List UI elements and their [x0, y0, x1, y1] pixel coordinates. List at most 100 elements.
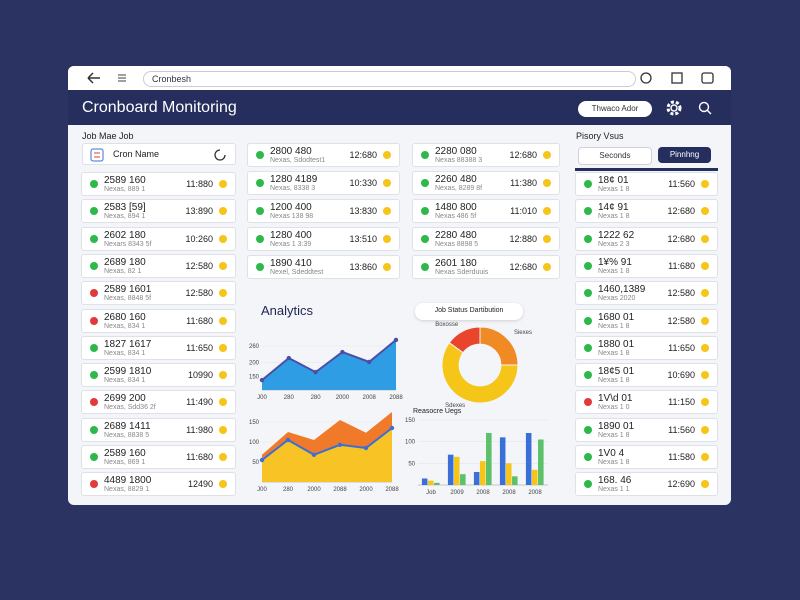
job-id: 1V\d 01 — [598, 393, 633, 405]
job-row[interactable]: 18¢ 01 Nexas 1 8 11:560 — [575, 172, 718, 196]
job-host: Nexas 2020 — [598, 295, 636, 303]
job-time: 13:860 — [349, 262, 377, 272]
pie-slice — [479, 326, 519, 366]
status-dot — [90, 234, 98, 243]
job-row[interactable]: 1200 400 Nexas 138 98 13:830 — [247, 199, 400, 223]
schedule-dot — [701, 425, 709, 434]
back-icon[interactable] — [87, 72, 100, 84]
job-row[interactable]: 1890 01 Nexas 1 8 11:560 — [575, 417, 718, 442]
point — [337, 442, 343, 447]
menu-icon[interactable] — [118, 74, 126, 82]
settings-icon[interactable] — [666, 100, 682, 116]
job-row[interactable]: 1880 01 Nexas 1 8 11:650 — [575, 335, 718, 360]
job-row[interactable]: 2680 160 Nexas, 834 1 11:680 — [81, 308, 236, 333]
job-row[interactable]: 2689 180 Nexas, 82 1 12:580 — [81, 253, 236, 278]
x-tick-label: 2000 — [307, 487, 321, 493]
job-row[interactable]: 2589 1601 Nexas, 8848 5f 12:580 — [81, 281, 236, 306]
clock-icon[interactable] — [640, 72, 652, 84]
y-tick-label: 100 — [405, 440, 416, 446]
job-host: Nexas 8898 5 — [435, 241, 479, 248]
point — [313, 369, 318, 375]
job-row[interactable]: 1280 4189 Nexas, 8338 3 10:330 — [247, 171, 400, 195]
job-row[interactable]: 2800 480 Nexas, Sdodtest1 12:680 — [247, 143, 400, 167]
job-row[interactable]: 4489 1800 Nexas, 8829 1 12490 — [81, 472, 236, 497]
job-row[interactable]: 1222 62 Nexas 2 3 12:680 — [575, 226, 718, 251]
job-row[interactable]: 1460,1389 Nexas 2020 12:580 — [575, 281, 718, 306]
schedule-dot — [701, 371, 709, 380]
x-tick-label: 2009 — [450, 490, 464, 496]
job-row[interactable]: 1¥% 91 Nexas 1 8 11:680 — [575, 253, 718, 278]
schedule-dot — [219, 371, 227, 380]
job-row[interactable]: 2280 480 Nexas 8898 5 12:880 — [412, 227, 560, 251]
job-row[interactable]: 1V\d 01 Nexas 1 0 11:150 — [575, 390, 718, 415]
bar — [453, 456, 460, 485]
donut-title-box: Job Status Dartibution — [415, 303, 523, 320]
tab-active[interactable]: Pinnhng — [658, 147, 711, 163]
job-row[interactable]: 1V0 4 Nexas 1 8 11:580 — [575, 445, 718, 469]
job-row[interactable]: 2589 160 Nexas, 869 1 11:680 — [81, 445, 236, 469]
job-row[interactable]: 2280 080 Nexas 88388 3 12:680 — [412, 143, 560, 167]
status-dot — [90, 453, 98, 461]
job-host: Nexas 1 8 — [598, 186, 630, 193]
job-host: Nexas 88388 3 — [435, 157, 483, 164]
job-row[interactable]: 1480 800 Nexas 486 5f 11:010 — [412, 199, 560, 223]
job-id: 1¥% 91 — [598, 256, 632, 268]
job-row[interactable]: 2583 [59] Nexas, 894 1 13:890 — [81, 199, 236, 224]
job-row[interactable]: 1827 1617 Nexas, 834 1 11:650 — [81, 335, 236, 360]
job-row[interactable]: 2602 180 Nexars 8343 5f 10:260 — [81, 226, 236, 251]
job-host: Nexas, 869 1 — [104, 459, 146, 466]
x-tick-label: 2088 — [389, 395, 403, 401]
schedule-dot — [383, 263, 391, 271]
point — [367, 359, 372, 365]
status-dot — [90, 398, 98, 407]
x-tick-label: 2000 — [359, 487, 373, 493]
schedule-dot — [701, 234, 709, 243]
job-row[interactable]: 168. 46 Nexas 1 1 12:690 — [575, 472, 718, 497]
job-id: 1222 62 — [598, 229, 635, 241]
job-row[interactable]: 14¢ 91 Nexas 1 8 12:680 — [575, 199, 718, 224]
status-dot — [90, 425, 98, 434]
schedule-dot — [383, 235, 391, 243]
job-id: 1880 01 — [598, 338, 635, 350]
job-host: Nexas, 8848 5f — [104, 295, 152, 303]
tab[interactable]: Seconds — [578, 147, 652, 165]
status-dot — [90, 289, 98, 298]
job-row[interactable]: 2699 200 Nexas, Sdd36 2f 11:490 — [81, 390, 236, 415]
y-tick-label: 50 — [408, 461, 415, 467]
bar — [434, 482, 440, 485]
job-host: Nexas Sderduuis — [435, 269, 489, 276]
job-time: 12:580 — [667, 315, 695, 326]
job-time: 11:880 — [186, 179, 213, 189]
job-host: Nexas, 8338 3 — [270, 185, 316, 192]
address-field[interactable]: Cronbesh — [143, 71, 636, 87]
job-row[interactable]: 2260 480 Nexas, 8289 8f 11:380 — [412, 171, 560, 195]
job-row[interactable]: 1890 410 Nexel, Sdeddtest 13:860 — [247, 255, 400, 279]
job-id: 1460,1389 — [598, 284, 646, 296]
tabs-icon[interactable] — [701, 72, 714, 84]
job-row[interactable]: 1680 01 Nexas 1 8 12:580 — [575, 308, 718, 333]
job-row[interactable]: 18¢5 01 Nexas 1 8 10:690 — [575, 363, 718, 388]
job-row[interactable]: 2601 180 Nexas Sderduuis 12:680 — [412, 255, 560, 279]
bar — [525, 433, 532, 485]
job-row[interactable]: 2689 1411 Nexas, 8838 5 11:980 — [81, 417, 236, 442]
search-icon[interactable] — [698, 101, 712, 115]
y-tick-label: 200 — [249, 361, 260, 367]
job-row[interactable]: 1280 400 Nexas 1 3:39 13:510 — [247, 227, 400, 251]
job-time: 11:680 — [186, 315, 213, 326]
bar-title: Reasocre Uegs — [413, 408, 462, 415]
bar — [447, 454, 454, 485]
search-box[interactable]: Cron Name — [82, 143, 236, 165]
header-button[interactable]: Thwaco Ador — [578, 101, 652, 117]
refresh-icon[interactable] — [214, 149, 226, 161]
search-text: Cron Name — [113, 149, 160, 159]
window-icon[interactable] — [671, 72, 683, 84]
status-dot — [584, 398, 592, 407]
job-row[interactable]: 2589 160 Nexas, 889 1 11:880 — [81, 172, 236, 196]
job-row[interactable]: 2599 1810 Nexas, 834 1 10990 — [81, 363, 236, 388]
status-dot — [584, 207, 592, 216]
job-id: 1890 01 — [598, 420, 635, 432]
job-host: Nexas 486 5f — [435, 213, 477, 220]
job-time: 11:580 — [668, 452, 695, 462]
bar — [460, 474, 466, 485]
